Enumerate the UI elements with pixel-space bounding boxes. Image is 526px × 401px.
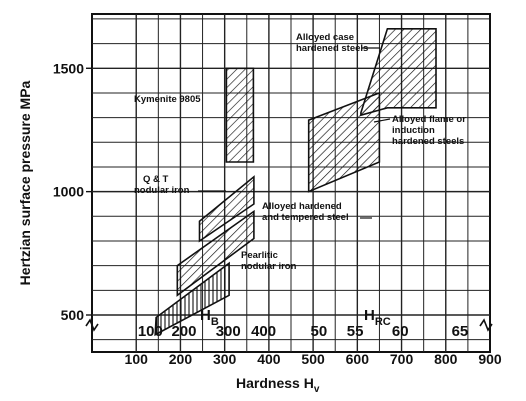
axis-break-marks — [85, 318, 493, 332]
annotation-kymenite: Kymenite 9805 — [134, 94, 201, 105]
scale-hrc-tick: 60 — [392, 323, 409, 340]
annotation-alloyed-ht-line-1: Alloyed hardened — [262, 201, 342, 212]
annotation-case-hardened: Alloyed case hardened steels — [296, 32, 380, 54]
scale-hrc-tick: 50 — [311, 323, 328, 340]
x-tick-label: 900 — [478, 351, 502, 367]
region-pearlitic-nodular-iron — [154, 261, 230, 337]
scale-hrc-label: HRC — [364, 307, 391, 328]
hardness-regions — [154, 27, 437, 337]
annotation-case-line-1: Alloyed case — [296, 32, 354, 43]
annotation-alloyed-hardened-tempered: Alloyed hardened and tempered steel — [262, 201, 372, 223]
annotation-pearlitic-nodular-iron: Pearlitic nodular iron — [241, 250, 297, 272]
annotation-flame-induction: Alloyed flame or induction hardened stee… — [373, 114, 466, 147]
y-tick-label: 1000 — [53, 184, 84, 200]
x-tick-label: 500 — [301, 351, 325, 367]
annotation-flame-line-3: hardened steels — [392, 136, 464, 147]
x-tick-label: 400 — [257, 351, 281, 367]
annotation-case-line-2: hardened steels — [296, 43, 368, 54]
y-tick-label: 1500 — [53, 60, 84, 76]
region-kymenite-9805 — [225, 67, 255, 163]
annotation-flame-line-1: Alloyed flame or — [392, 114, 466, 125]
annotation-qt-nodular-iron: Q & T nodular iron — [134, 174, 226, 196]
x-tick-label: 800 — [434, 351, 458, 367]
annotation-pearlitic-line-1: Pearlitic — [241, 250, 278, 261]
x-tick-label: 200 — [169, 351, 193, 367]
annotation-qt-line-2: nodular iron — [134, 185, 190, 196]
x-tick-label: 700 — [390, 351, 414, 367]
x-axis-label: Hardness Hv — [236, 375, 320, 395]
scale-hb-tick: 300 — [216, 323, 241, 340]
x-tick-label: 600 — [346, 351, 370, 367]
region-q-t-nodular-iron — [198, 175, 255, 243]
scale-hb-tick: 100 — [138, 323, 163, 340]
scale-hb-tick: 200 — [171, 323, 196, 340]
annotation-flame-line-2: induction — [392, 125, 435, 136]
scale-hrc-tick: 65 — [452, 323, 469, 340]
x-tick-label: 100 — [125, 351, 149, 367]
annotation-alloyed-ht-line-2: and tempered steel — [262, 212, 349, 223]
annotation-kymenite-line-1: Kymenite 9805 — [134, 94, 201, 105]
region-alloyed-hardened-and-tempered-steel — [176, 209, 255, 297]
region-alloyed-flame-or-induction-hardened-steels — [307, 91, 381, 193]
scale-hb-tick: 400 — [251, 323, 276, 340]
x-tick-labels: 100 200 300 400 500 600 700 800 900 — [125, 351, 502, 367]
y-tick-labels: 500 1000 1500 — [53, 60, 92, 323]
y-tick-label: 500 — [61, 307, 85, 323]
region-alloyed-case-hardened-steels — [360, 27, 437, 117]
y-axis-label: Hertzian surface pressure MPa — [17, 80, 33, 285]
annotation-qt-line-1: Q & T — [143, 174, 169, 185]
x-tick-label: 300 — [213, 351, 237, 367]
annotation-pearlitic-line-2: nodular iron — [241, 261, 297, 272]
scale-hrc-tick: 55 — [347, 323, 364, 340]
